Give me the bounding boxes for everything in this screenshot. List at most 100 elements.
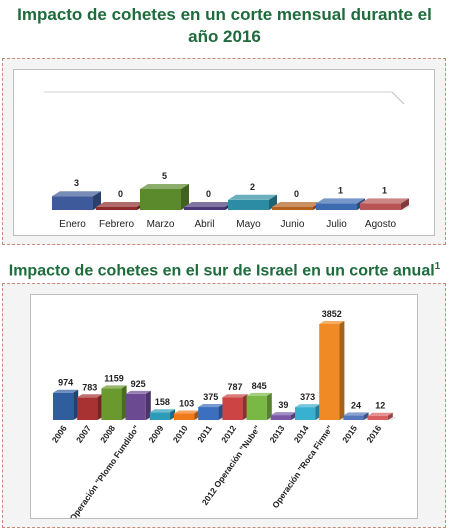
monthly-bar-1 (96, 202, 145, 210)
annual-data-label-0: 974 (58, 378, 73, 388)
annual-bar-3-top (125, 390, 151, 394)
annual-data-label-10: 373 (300, 392, 315, 402)
annual-bar-1 (77, 394, 103, 420)
annual-bar-6-front (198, 407, 219, 420)
monthly-bar-4-front (228, 199, 269, 210)
monthly-bar-4 (228, 194, 277, 210)
monthly-bar-0-front (52, 196, 93, 210)
annual-data-label-6: 375 (203, 392, 218, 402)
annual-tick-label-6: 2011 (195, 423, 214, 444)
monthly-bar-3-front (184, 207, 225, 210)
monthly-data-label-2: 5 (162, 171, 167, 181)
monthly-data-label-3: 0 (206, 189, 211, 199)
annual-bar-13-front (367, 415, 388, 420)
annual-bar-8-side (266, 392, 272, 420)
monthly-bar-1-top (96, 202, 145, 207)
annual-bar-6-top (198, 404, 224, 408)
annual-bar-13 (367, 412, 393, 420)
annual-bar-5-side (194, 410, 200, 420)
annual-bar-1-side (97, 394, 103, 420)
annual-bar-5 (174, 410, 200, 420)
annual-data-label-11: 3852 (322, 309, 342, 319)
monthly-tick-label-1: Febrero (99, 219, 134, 230)
annual-tick-label-10: 2014 (292, 423, 311, 444)
annual-data-label-13: 12 (375, 401, 385, 411)
monthly-bar-5 (272, 202, 321, 210)
annual-bar-5-top (174, 410, 200, 414)
monthly-chart-side-edge (391, 91, 405, 105)
annual-data-label-12: 24 (351, 400, 361, 410)
monthly-chart: 3 Enero 0 Febrero 5 Marzo 0 Abril 2 Mayo 0 Junio 1 Ju… (44, 91, 412, 230)
annual-bar-11-side (339, 321, 345, 420)
monthly-tick-label-0: Enero (59, 219, 86, 230)
annual-bar-2 (101, 385, 127, 420)
annual-bar-9 (270, 412, 296, 420)
monthly-tick-label-3: Abril (194, 219, 214, 230)
annual-bar-0-top (53, 389, 79, 393)
annual-tick-label-13: 2016 (364, 423, 383, 444)
annual-tick-label-12: 2015 (340, 423, 359, 444)
annual-bar-12-top (343, 412, 369, 416)
annual-bar-0 (53, 389, 79, 420)
annual-bar-4-front (149, 412, 170, 420)
annual-data-label-5: 103 (179, 399, 194, 409)
annual-bar-1-top (77, 394, 103, 398)
annual-bar-3-front (125, 393, 146, 420)
annual-bar-6 (198, 404, 224, 420)
annual-bar-2-side (121, 385, 127, 420)
annual-bar-2-top (101, 385, 127, 389)
monthly-bar-5-top (272, 202, 321, 207)
monthly-tick-label-6: Julio (326, 219, 347, 230)
annual-tick-label-2: 2008 (98, 423, 117, 444)
monthly-bar-0 (52, 191, 101, 210)
annual-chart-title: Impacto de cohetes en el sur de Israel e… (0, 256, 449, 282)
monthly-tick-label-2: Marzo (147, 219, 175, 230)
monthly-bar-7-front (360, 203, 401, 210)
annual-tick-label-4: 2009 (146, 423, 165, 444)
annual-bar-4 (149, 409, 175, 420)
monthly-bar-2-top (140, 184, 189, 189)
annual-data-label-2: 1159 (104, 373, 124, 383)
annual-bar-10 (295, 404, 321, 420)
monthly-tick-label-5: Junio (281, 219, 305, 230)
annual-bar-8 (246, 392, 272, 420)
monthly-bar-1-front (96, 207, 137, 210)
annual-tick-label-7: 2012 (219, 423, 238, 444)
annual-bar-9-side (291, 412, 296, 420)
monthly-data-label-4: 2 (250, 182, 255, 192)
annual-bar-4-top (149, 409, 175, 413)
monthly-bar-3-top (184, 202, 233, 207)
annual-bar-11-front (319, 324, 340, 420)
annual-data-label-4: 158 (155, 397, 170, 407)
annual-bar-7-side (242, 394, 248, 420)
annual-chart-title-footnote: 1 (434, 261, 441, 272)
annual-bar-10-side (315, 404, 321, 420)
monthly-data-label-1: 0 (118, 189, 123, 199)
monthly-data-label-7: 1 (382, 185, 387, 195)
annual-tick-label-1: 2007 (74, 423, 93, 444)
annual-data-label-7: 787 (227, 382, 242, 392)
annual-bar-7 (222, 394, 248, 420)
annual-bar-0-front (53, 392, 74, 420)
annual-tick-label-9: 2013 (267, 423, 286, 444)
monthly-chart-title: Impacto de cohetes en un corte mensual d… (0, 4, 449, 48)
annual-bar-12-side (363, 412, 369, 420)
annual-bar-6-side (218, 404, 224, 420)
monthly-bar-0-top (52, 191, 101, 197)
monthly-chart-panel: 3 Enero 0 Febrero 5 Marzo 0 Abril 2 Mayo 0 Junio 1 Ju… (13, 69, 435, 236)
annual-bar-9-front (270, 415, 291, 420)
annual-tick-label-5: 2010 (171, 423, 190, 444)
annual-tick-label-0: 2006 (50, 423, 69, 444)
monthly-tick-label-4: Mayo (236, 219, 261, 230)
annual-bar-1-front (77, 397, 98, 420)
annual-chart-title-text: Impacto de cohetes en el sur de Israel e… (8, 262, 435, 280)
monthly-bar-2-side (181, 184, 189, 210)
annual-bar-3 (125, 390, 151, 420)
annual-data-label-1: 783 (82, 382, 97, 392)
monthly-data-label-6: 1 (338, 185, 343, 195)
monthly-bar-7-side (401, 198, 409, 210)
monthly-bar-7-top (360, 198, 409, 204)
monthly-bar-2 (140, 184, 189, 210)
monthly-tick-label-7: Agosto (365, 219, 397, 230)
